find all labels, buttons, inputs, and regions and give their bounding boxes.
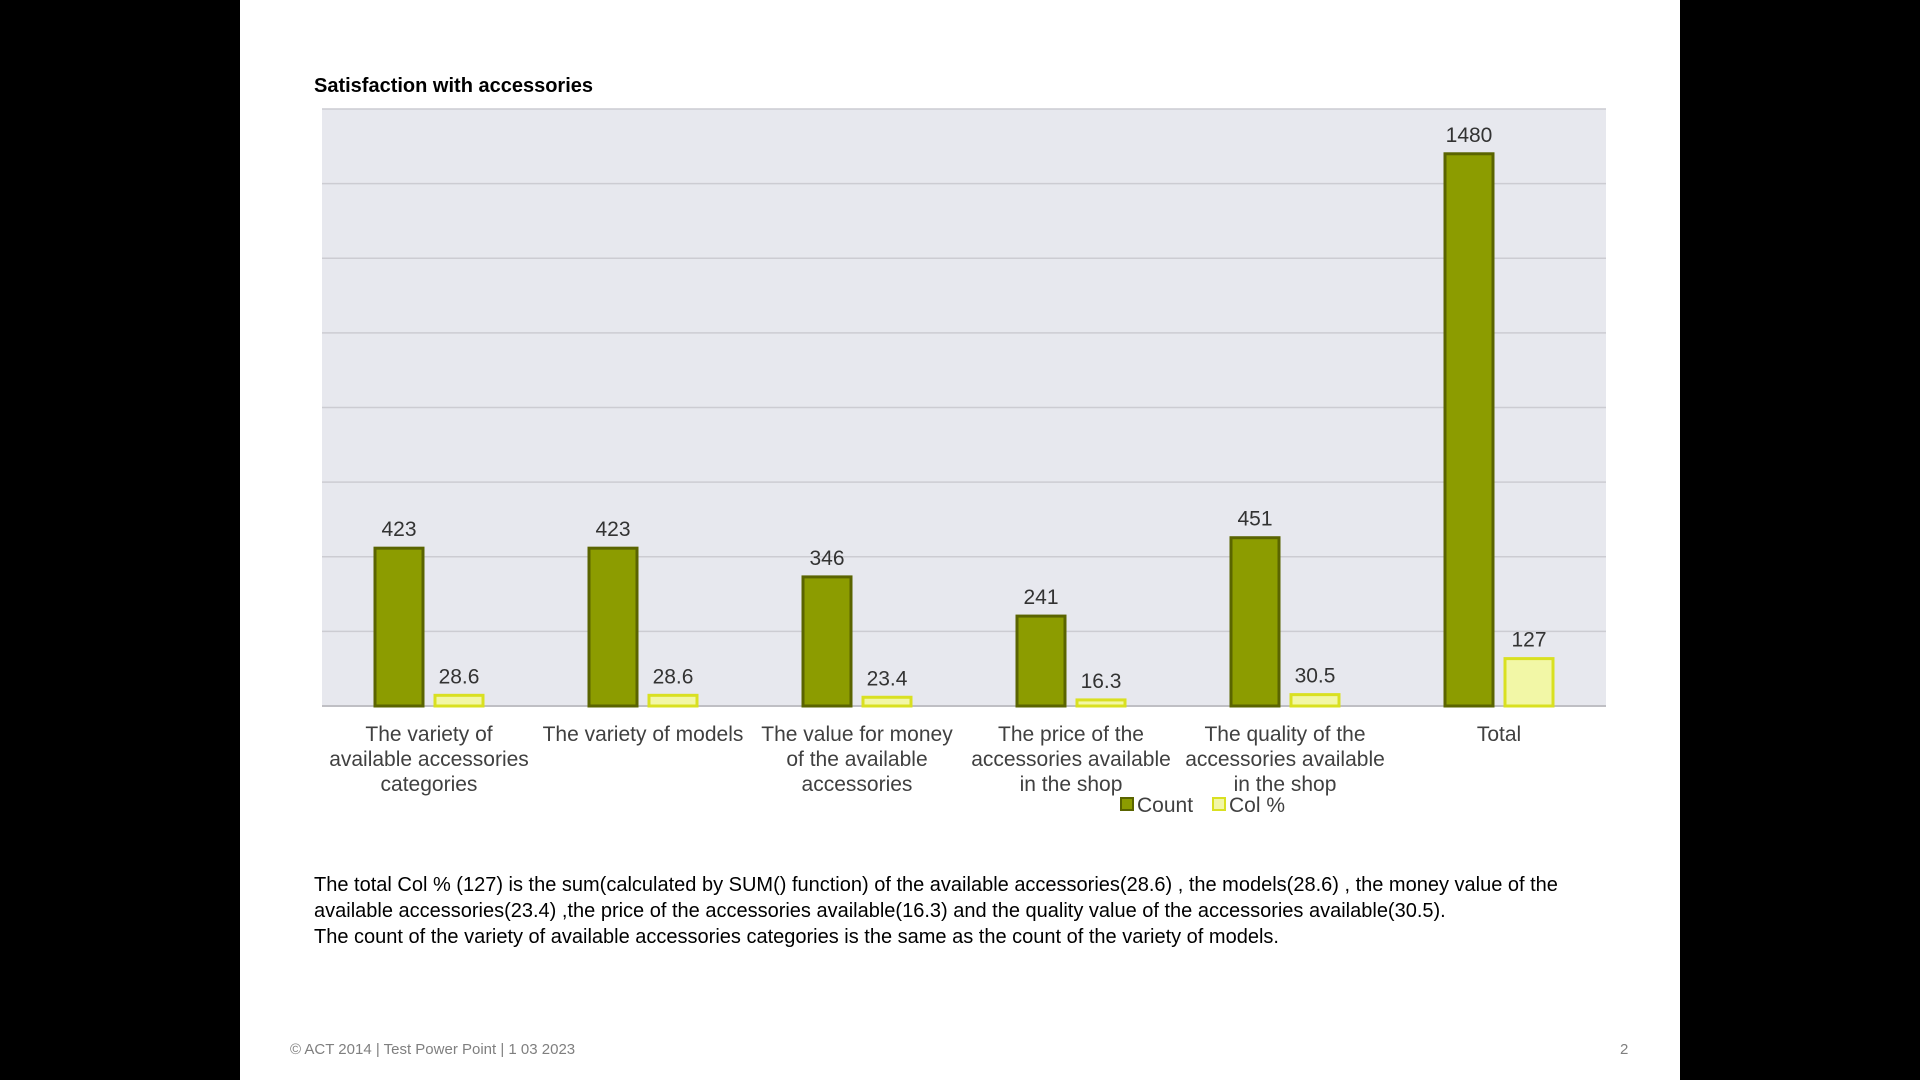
x-tick-label: in the shop (1020, 773, 1123, 796)
bar-count (1443, 152, 1495, 708)
legend-label: Col % (1229, 794, 1285, 817)
x-tick-label: The price of the (998, 723, 1144, 746)
data-label: 241 (1023, 586, 1058, 609)
x-tick-label: accessories (802, 773, 913, 796)
bar-count (1015, 614, 1067, 708)
data-label: 451 (1237, 508, 1272, 531)
bar-count (801, 575, 853, 708)
x-tick-label: The quality of the (1204, 723, 1365, 746)
x-tick-label: The value for money (761, 723, 953, 746)
data-label: 346 (809, 547, 844, 570)
x-tick-label: of the available (786, 748, 927, 771)
bar-col-percent (433, 693, 485, 708)
x-tick-label: in the shop (1234, 773, 1337, 796)
bar-col-percent (1075, 698, 1127, 708)
data-label: 30.5 (1295, 665, 1336, 688)
x-tick-label: accessories available (1185, 748, 1385, 771)
notes-text: The total Col % (127) is the sum(calcula… (314, 872, 1614, 950)
bar-col-percent (647, 693, 699, 708)
bar-count (587, 546, 639, 708)
data-label: 28.6 (439, 665, 480, 688)
x-tick-label: The variety of models (543, 723, 744, 746)
x-tick-label: available accessories (329, 748, 529, 771)
x-tick-label: accessories available (971, 748, 1171, 771)
bar-chart: 423 28.6 423 28.6 346 23.4 241 16.3 451 30.5 1480 1… (322, 108, 1606, 817)
bar-count (373, 546, 425, 708)
chart-title: Satisfaction with accessories (314, 75, 594, 97)
bar-col-percent (1503, 657, 1555, 708)
bar-col-percent (1289, 693, 1341, 708)
data-label: 423 (381, 518, 416, 541)
bar-count (1229, 536, 1281, 708)
data-label: 423 (595, 518, 630, 541)
page-number: 2 (1620, 1041, 1629, 1058)
footer-copyright: © ACT 2014 | Test Power Point | 1 03 202… (290, 1041, 576, 1058)
data-label: 16.3 (1081, 670, 1122, 693)
x-tick-label: The variety of (365, 723, 492, 746)
slide: Satisfaction with accessories 423 28.6 423… (240, 0, 1680, 1080)
bar-col-percent (861, 695, 913, 708)
data-label: 28.6 (653, 665, 694, 688)
legend-label: Count (1137, 794, 1193, 817)
x-tick-label: categories (381, 773, 478, 796)
x-tick-label: Total (1477, 723, 1521, 746)
note-paragraph: The count of the variety of available ac… (314, 926, 1279, 948)
note-paragraph: The total Col % (127) is the sum(calcula… (314, 874, 1558, 922)
data-label: 23.4 (867, 667, 908, 690)
legend-swatch-count (1120, 797, 1134, 811)
legend-swatch-col-percent (1212, 797, 1226, 811)
data-label: 1480 (1446, 124, 1493, 147)
data-label: 127 (1511, 629, 1546, 652)
